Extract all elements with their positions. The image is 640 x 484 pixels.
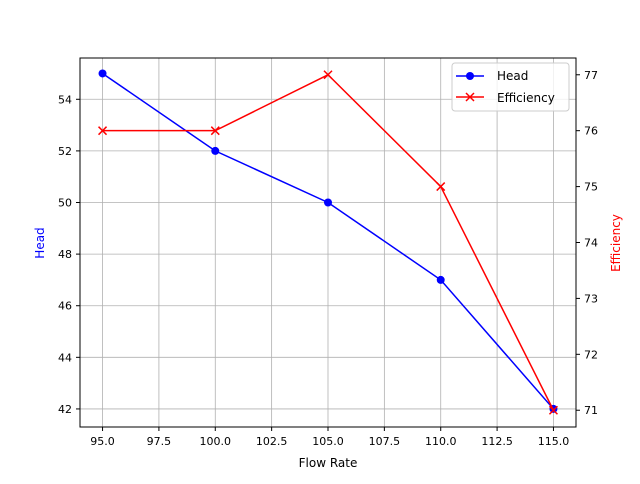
y-tick-label: 52 xyxy=(58,145,72,158)
y2-tick-label: 75 xyxy=(584,181,598,194)
grid-lines xyxy=(80,58,576,427)
y2-tick-label: 77 xyxy=(584,69,598,82)
data-point-circle-icon xyxy=(211,146,220,155)
y2-tick-label: 76 xyxy=(584,125,598,138)
legend-efficiency-label: Efficiency xyxy=(497,91,555,105)
data-point-x-icon xyxy=(436,182,446,192)
x-tick-label: 107.5 xyxy=(369,435,401,448)
series-layer xyxy=(98,69,558,415)
x-tick-label: 95.0 xyxy=(90,435,115,448)
data-point-x-icon xyxy=(548,405,558,415)
x-tick-label: 112.5 xyxy=(481,435,513,448)
y-axis-ticks: 42 44 46 48 50 52 54 xyxy=(58,93,80,416)
data-point-circle-icon xyxy=(436,275,445,284)
y-tick-label: 44 xyxy=(58,351,72,364)
y2-tick-label: 73 xyxy=(584,292,598,305)
x-tick-label: 102.5 xyxy=(256,435,288,448)
y2-tick-label: 71 xyxy=(584,404,598,417)
y-tick-label: 42 xyxy=(58,403,72,416)
data-point-x-icon xyxy=(98,126,108,136)
x-tick-label: 110.0 xyxy=(425,435,457,448)
x-tick-label: 105.0 xyxy=(312,435,344,448)
data-point-x-icon xyxy=(210,126,220,136)
y-tick-label: 46 xyxy=(58,300,72,313)
x-axis-label: Flow Rate xyxy=(299,456,358,470)
y-tick-label: 54 xyxy=(58,93,72,106)
data-point-x-icon xyxy=(323,70,333,80)
data-point-circle-icon xyxy=(98,69,107,78)
y2-axis-ticks: 71 72 73 74 75 76 77 xyxy=(576,69,598,417)
legend-box xyxy=(451,62,570,112)
y2-axis-label: Efficiency xyxy=(609,214,623,272)
legend-efficiency-marker-icon xyxy=(465,92,475,102)
legend-head-label: Head xyxy=(497,69,528,83)
y-axis-label: Head xyxy=(33,227,47,258)
y2-tick-label: 74 xyxy=(584,237,598,250)
x-tick-label: 100.0 xyxy=(200,435,232,448)
x-tick-label: 115.0 xyxy=(538,435,570,448)
legend-head-marker-icon xyxy=(466,72,474,80)
y-tick-label: 48 xyxy=(58,248,72,261)
x-axis-ticks: 95.0 97.5 100.0 102.5 105.0 107.5 110.0 112.5 11… xyxy=(90,427,569,448)
x-tick-label: 97.5 xyxy=(147,435,172,448)
y-tick-label: 50 xyxy=(58,197,72,210)
y2-tick-label: 72 xyxy=(584,348,598,361)
data-point-circle-icon xyxy=(324,198,332,207)
legend: Head Efficiency xyxy=(451,62,570,112)
